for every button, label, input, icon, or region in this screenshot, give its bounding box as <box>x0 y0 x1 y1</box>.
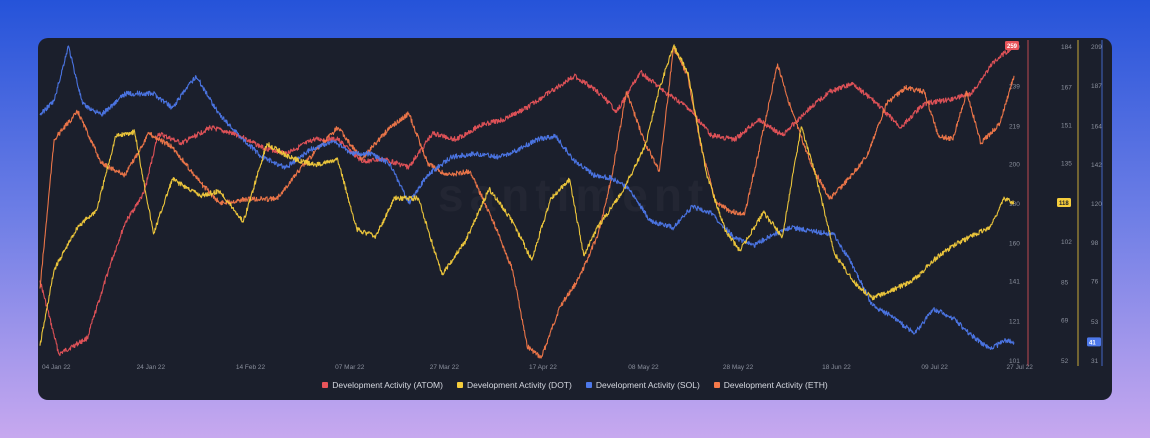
x-tick-label: 07 Mar 22 <box>335 364 365 371</box>
y-tick-label-dot: 151 <box>1061 123 1072 130</box>
legend-swatch <box>456 382 463 388</box>
y-tick-label-sol: 31 <box>1091 358 1099 365</box>
legend-item[interactable]: Development Activity (ETH) <box>713 380 828 390</box>
current-value-label-sol: 41 <box>1089 340 1096 346</box>
current-value-badge-dot <box>1057 198 1071 207</box>
x-tick-label: 28 May 22 <box>723 364 754 371</box>
y-tick-label-dot: 167 <box>1061 84 1072 91</box>
y-tick-label-atom: 160 <box>1009 241 1020 248</box>
current-value-badge-atom <box>1005 41 1019 50</box>
y-tick-label-sol: 164 <box>1091 123 1102 130</box>
legend-label: Development Activity (ATOM) <box>332 380 443 390</box>
current-value-badge-sol <box>1087 337 1101 347</box>
y-tick-label-sol: 98 <box>1091 240 1099 247</box>
line-chart: 101 121 141 160 180 200 219 239 259 52 69 85 102 118 1… <box>39 40 1103 371</box>
y-tick-label-dot: 135 <box>1061 161 1072 168</box>
current-value-label-atom: 259 <box>1007 44 1018 50</box>
y-tick-label-atom: 121 <box>1009 318 1020 325</box>
legend-item[interactable]: Development Activity (DOT) <box>456 380 572 390</box>
x-tick-label: 04 Jan 22 <box>42 364 71 371</box>
y-tick-label-atom: 239 <box>1009 84 1020 91</box>
y-tick-label-atom: 219 <box>1009 123 1020 130</box>
chart-card: santiment 101121141160180200219239259526… <box>38 38 1112 400</box>
legend-swatch <box>322 382 329 388</box>
x-tick-label: 27 Jul 22 <box>1007 364 1034 371</box>
series-line-atom-0 <box>39 44 1015 357</box>
x-tick-label: 08 May 22 <box>628 364 659 371</box>
y-tick-label-sol: 187 <box>1091 83 1102 90</box>
legend-item[interactable]: Development Activity (SOL) <box>585 380 700 390</box>
x-tick-label: 27 Mar 22 <box>430 364 460 371</box>
y-tick-label-atom: 141 <box>1009 279 1020 286</box>
legend-swatch <box>585 382 592 388</box>
y-tick-label-dot: 69 <box>1061 318 1069 325</box>
x-tick-label: 14 Feb 22 <box>236 364 266 371</box>
legend-label: Development Activity (ETH) <box>723 380 828 390</box>
y-tick-label-sol: 209 <box>1091 44 1102 51</box>
x-tick-label: 17 Apr 22 <box>529 364 557 371</box>
y-tick-label-dot: 52 <box>1061 358 1069 365</box>
y-tick-label-dot: 184 <box>1061 44 1072 51</box>
y-tick-label-dot: 102 <box>1061 239 1072 246</box>
y-tick-label-atom: 200 <box>1009 161 1020 168</box>
series-line-dot-1 <box>39 44 1015 346</box>
chart-legend: Development Activity (ATOM) Development A… <box>38 380 1112 390</box>
legend-label: Development Activity (DOT) <box>466 380 572 390</box>
y-tick-label-dot: 85 <box>1061 280 1069 287</box>
y-tick-label-sol: 120 <box>1091 201 1102 208</box>
series-line-atom-3 <box>39 47 1015 359</box>
x-tick-label: 09 Jul 22 <box>921 364 948 371</box>
current-value-label-dot: 118 <box>1059 201 1069 207</box>
y-tick-label-atom: 101 <box>1009 358 1020 365</box>
legend-swatch <box>713 382 720 388</box>
y-tick-label-sol: 53 <box>1091 319 1099 326</box>
legend-item[interactable]: Development Activity (ATOM) <box>322 380 443 390</box>
y-tick-label-sol: 142 <box>1091 162 1102 169</box>
x-tick-label: 18 Jun 22 <box>822 364 851 371</box>
y-tick-label-atom: 180 <box>1009 201 1020 208</box>
legend-label: Development Activity (SOL) <box>595 380 700 390</box>
y-tick-label-sol: 76 <box>1091 279 1099 286</box>
series-line-sol-2 <box>39 45 1015 350</box>
x-tick-label: 24 Jan 22 <box>137 364 166 371</box>
